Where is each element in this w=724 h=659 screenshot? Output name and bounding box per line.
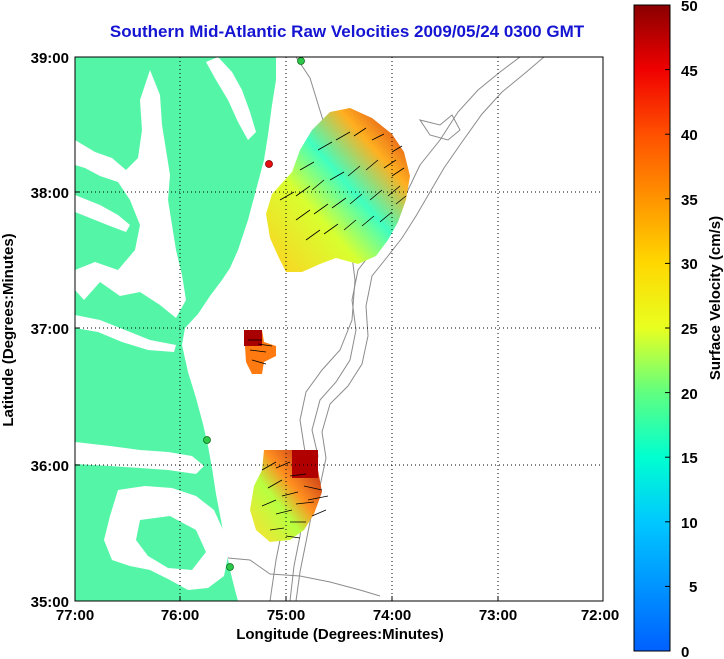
pamlico-inner xyxy=(136,516,206,570)
x-axis-label: Longitude (Degrees:Minutes) xyxy=(236,626,444,643)
y-tick-label: 39:00 xyxy=(31,50,69,67)
colorbar-tick-label: 30 xyxy=(681,256,698,273)
colorbar-tick-label: 15 xyxy=(681,450,698,467)
potomac-river xyxy=(75,195,130,232)
y-tick-label: 38:00 xyxy=(31,185,69,202)
james-river xyxy=(75,315,176,352)
colorbar-tick-label: 20 xyxy=(681,386,698,403)
colorbar-tick-label: 0 xyxy=(681,644,689,659)
colorbar-tick-label: 5 xyxy=(689,579,697,596)
y-axis-label: Latitude (Degrees:Minutes) xyxy=(0,233,17,426)
velocity-region-north xyxy=(266,108,410,272)
colorbar-tick-label: 50 xyxy=(681,0,698,15)
y-tick-marks xyxy=(75,56,80,602)
map-title: Southern Mid-Atlantic Raw Velocities 200… xyxy=(109,22,585,41)
colorbar xyxy=(633,4,671,652)
velocity-vectors xyxy=(248,127,407,539)
albemarle-sound xyxy=(75,442,204,474)
station-marker xyxy=(226,563,234,571)
y-tick-label: 36:00 xyxy=(31,458,69,475)
plot-border xyxy=(74,56,604,602)
station-marker-red xyxy=(265,160,273,168)
velocity-region-mid-core xyxy=(244,330,262,346)
x-tick-label: 75:00 xyxy=(267,607,305,624)
x-tick-marks xyxy=(74,596,604,601)
x-tick-label: 76:00 xyxy=(161,607,199,624)
delaware-bay xyxy=(206,57,256,140)
station-marker xyxy=(297,57,305,65)
station-marker xyxy=(203,436,211,444)
colorbar-tick-label: 45 xyxy=(681,63,698,80)
colorbar-label: Surface Velocity (cm/s) xyxy=(707,216,724,380)
colorbar-tick-label: 40 xyxy=(681,127,698,144)
colorbar-tick-label: 35 xyxy=(681,192,698,209)
colorbar-tick-label: 10 xyxy=(681,515,698,532)
chesapeake-bay xyxy=(75,70,186,318)
x-tick-label: 72:00 xyxy=(581,607,619,624)
velocity-region-south-core xyxy=(292,450,318,478)
x-tick-label: 74:00 xyxy=(373,607,411,624)
x-tick-label: 77:00 xyxy=(56,607,94,624)
grid xyxy=(75,57,603,601)
colorbar-tick-marks xyxy=(665,4,670,587)
y-tick-label: 37:00 xyxy=(31,321,69,338)
colorbar-tick-label: 25 xyxy=(681,321,698,338)
x-tick-label: 73:00 xyxy=(479,607,517,624)
y-tick-label: 35:00 xyxy=(31,594,69,611)
